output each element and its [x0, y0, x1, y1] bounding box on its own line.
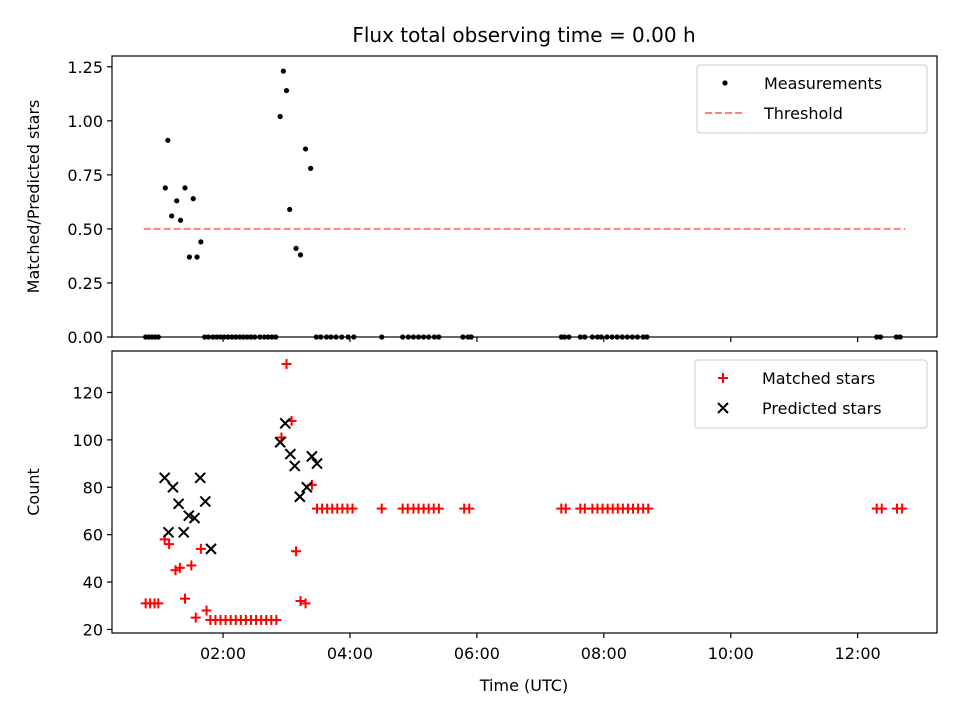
y-tick-label: 0.00	[67, 328, 103, 347]
matched-star-point	[190, 612, 201, 623]
y-axis-label: Matched/Predicted stars	[24, 100, 43, 294]
predicted-star-point	[205, 543, 217, 555]
predicted-star-point	[199, 495, 211, 508]
y-axis-label: Count	[24, 468, 43, 516]
measurement-point	[174, 198, 180, 204]
measurement-point	[186, 254, 193, 260]
predicted-star-point	[172, 498, 185, 510]
legend: Matched stars Predicted stars	[694, 359, 928, 429]
y-tick-label: 120	[72, 383, 103, 402]
predicted-star-point	[183, 509, 195, 522]
predicted-star-point	[274, 436, 286, 448]
matched-star-point	[347, 503, 358, 514]
predicted-star-point	[306, 450, 318, 463]
measurement-point	[287, 206, 293, 213]
y-tick-label: 0.75	[67, 166, 103, 185]
matched-star-point	[271, 614, 282, 625]
measurement-point	[277, 113, 283, 120]
matched-star-point	[433, 503, 444, 514]
y-tick-label: 1.00	[67, 112, 103, 131]
y-tick-label: 20	[83, 620, 103, 639]
y-tick-label: 0.25	[67, 274, 103, 293]
measurement-point	[280, 68, 286, 74]
predicted-star-point	[294, 491, 306, 503]
x-tick-label: 12:00	[835, 644, 881, 663]
x-tick-label: 10:00	[708, 644, 754, 663]
x-tick-label: 02:00	[200, 644, 246, 663]
matched-star-point	[897, 503, 908, 514]
legend-marker	[722, 80, 728, 86]
figure-title: Flux total observing time = 0.00 h	[352, 23, 695, 47]
legend-label: Measurements	[764, 74, 882, 93]
axes-frame	[111, 350, 938, 634]
x-axis-label: Time (UTC)	[479, 676, 568, 695]
y-tick-label: 60	[83, 526, 103, 545]
series-predicted-stars	[158, 417, 323, 555]
series-matched-stars	[140, 359, 908, 625]
y-tick-label: 1.25	[67, 58, 103, 77]
x-tick-label: 04:00	[327, 644, 373, 663]
matched-star-point	[195, 543, 206, 554]
matched-star-point	[281, 359, 292, 370]
legend-label: Predicted stars	[762, 399, 882, 418]
measurement-point	[198, 239, 204, 245]
predicted-star-point	[279, 417, 291, 429]
x-tick-label: 06:00	[454, 644, 500, 663]
measurement-point	[293, 245, 299, 251]
matched-star-point	[174, 562, 185, 573]
matched-star-point	[643, 503, 654, 514]
predicted-star-point	[289, 460, 301, 472]
y-tick-label: 80	[83, 478, 103, 497]
predicted-star-point	[301, 481, 313, 493]
measurement-point	[177, 217, 184, 223]
predicted-star-point	[188, 512, 201, 524]
measurement-point	[165, 137, 171, 143]
matched-star-point	[201, 605, 212, 616]
predicted-star-point	[178, 526, 190, 538]
matched-star-point	[291, 546, 302, 557]
legend-label: Matched stars	[762, 369, 875, 388]
y-tick-label: 40	[83, 573, 103, 592]
legend-marker	[718, 373, 728, 383]
matched-star-point	[295, 596, 306, 607]
measurement-point	[302, 146, 309, 152]
matched-star-point	[464, 503, 475, 514]
predicted-star-point	[162, 526, 175, 538]
measurement-point	[182, 185, 188, 191]
legend-box	[696, 64, 928, 134]
measurement-point	[162, 185, 168, 191]
bottom-panel: 20 40 60 80 100 120 02:00 04:00 06:00 08:00 10:00 1…	[24, 350, 938, 663]
predicted-star-point	[194, 472, 206, 484]
measurement-point	[297, 252, 304, 258]
predicted-star-point	[167, 481, 179, 493]
legend-marker	[717, 402, 729, 414]
matched-star-point	[186, 560, 197, 571]
measurement-point	[190, 196, 196, 202]
matched-star-point	[876, 503, 887, 514]
measurement-point	[283, 87, 290, 94]
matched-star-point	[164, 539, 175, 550]
predicted-star-point	[158, 472, 171, 484]
legend-box	[694, 359, 928, 429]
legend: Measurements Threshold	[696, 64, 928, 134]
matched-star-point	[560, 503, 571, 514]
y-tick-label: 0.50	[67, 220, 103, 239]
y-tick-label: 100	[72, 431, 103, 450]
legend-label: Threshold	[763, 104, 843, 123]
matched-star-point	[153, 598, 164, 609]
top-panel: 0.00 0.25 0.50 0.75 1.00 1.25 Matched/Predicte…	[24, 55, 938, 347]
matched-star-point	[376, 503, 387, 514]
axes-frame	[111, 55, 938, 338]
matched-star-point	[300, 598, 311, 609]
matched-star-point	[179, 593, 190, 604]
measurement-point	[194, 254, 200, 260]
predicted-star-point	[311, 457, 323, 470]
predicted-star-point	[284, 448, 297, 460]
x-tick-label: 08:00	[581, 644, 627, 663]
measurement-point	[308, 165, 314, 171]
measurement-point	[169, 213, 175, 219]
